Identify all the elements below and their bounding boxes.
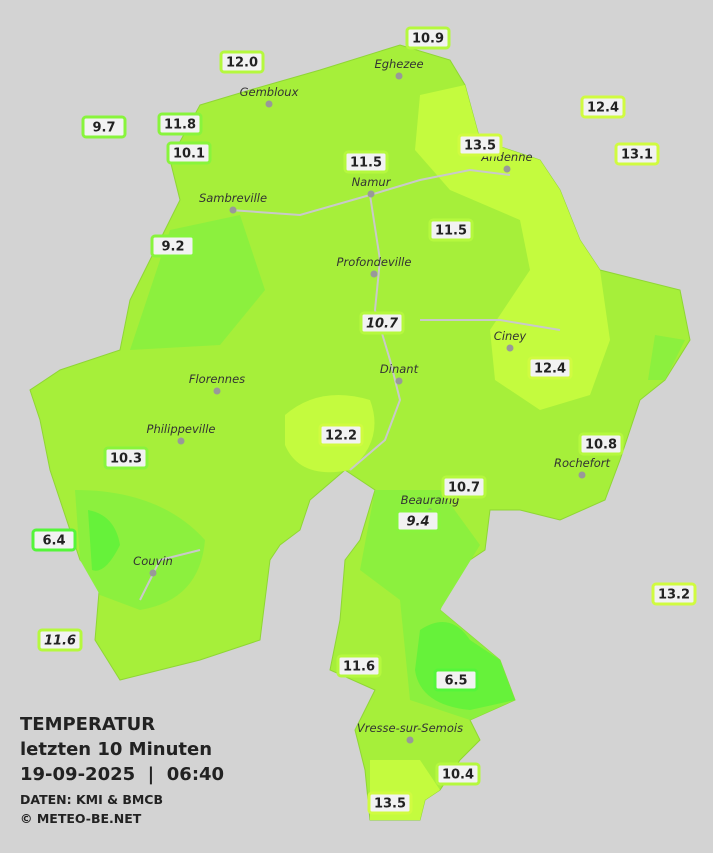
- station-value: 10.8: [585, 438, 617, 453]
- station-value: 10.4: [442, 768, 474, 783]
- station-value: 11.8: [164, 118, 196, 133]
- station-value: 9.4: [406, 515, 429, 530]
- city-dot: [506, 344, 514, 352]
- city-label: Eghezee: [374, 57, 423, 71]
- station-box: [578, 432, 624, 456]
- station-value: 10.7: [366, 317, 399, 332]
- city-dot: [229, 206, 237, 214]
- station-box: [614, 142, 660, 166]
- city-label: Sambreville: [199, 191, 267, 205]
- station-box: [219, 50, 265, 74]
- station-box: [367, 791, 413, 815]
- cold-zone: [88, 510, 120, 571]
- source: DATEN: KMI & BMCB: [20, 792, 163, 807]
- station-box: [150, 234, 196, 258]
- station-value: 10.9: [412, 32, 444, 47]
- city-dot: [395, 72, 403, 80]
- city-label: Namur: [352, 175, 392, 189]
- station-box: [441, 475, 487, 499]
- datetime: 19-09-2025 | 06:40: [20, 764, 224, 785]
- station-box: [580, 95, 626, 119]
- river: [139, 168, 561, 601]
- city-dot: [406, 736, 414, 744]
- station-box: [359, 311, 405, 335]
- credit: © METEO-BE.NET: [20, 811, 142, 826]
- station-box: [428, 218, 474, 242]
- station-value: 13.5: [374, 797, 406, 812]
- city-dot: [503, 165, 511, 173]
- station-value: 12.4: [587, 101, 619, 116]
- title: TEMPERATUR: [20, 714, 155, 735]
- station-value: 9.2: [161, 240, 184, 255]
- city-dot: [213, 387, 221, 395]
- cool-zone: [648, 335, 685, 380]
- station-value: 10.7: [448, 481, 480, 496]
- station-value: 9.7: [92, 121, 115, 136]
- station-box: [433, 668, 479, 692]
- station-box: [157, 112, 203, 136]
- station-box: [651, 582, 697, 606]
- station-value: 12.4: [534, 362, 566, 377]
- city-label: Ciney: [494, 329, 527, 343]
- station-box: [343, 150, 389, 174]
- station-box: [166, 141, 212, 165]
- city-dot: [367, 190, 375, 198]
- city-label: Gembloux: [240, 85, 299, 99]
- station-box: [457, 133, 503, 157]
- city-dot: [149, 569, 157, 577]
- station-box: [435, 762, 481, 786]
- station-value: 6.5: [444, 674, 467, 689]
- city-label: Dinant: [380, 362, 419, 376]
- city-dot: [395, 377, 403, 385]
- station-box: [31, 528, 77, 552]
- station-value: 10.1: [173, 147, 205, 162]
- subtitle: letzten 10 Minuten: [20, 739, 212, 760]
- city-label: Philippeville: [147, 422, 216, 436]
- station-value: 13.2: [658, 588, 690, 603]
- station-box: [103, 446, 149, 470]
- station-value: 12.2: [325, 429, 357, 444]
- city-dot: [265, 100, 273, 108]
- city-label: Rochefort: [554, 456, 611, 470]
- station-value: 11.6: [343, 660, 375, 675]
- station-value: 13.5: [464, 139, 496, 154]
- warm-zone: [415, 85, 610, 410]
- city-dot: [177, 437, 185, 445]
- station-box: [318, 423, 364, 447]
- city-label: Vresse-sur-Semois: [357, 721, 463, 735]
- station-value: 13.1: [621, 148, 653, 163]
- station-box: [527, 356, 573, 380]
- city-label: Couvin: [133, 554, 173, 568]
- station-value: 11.6: [44, 634, 76, 649]
- station-value: 6.4: [42, 534, 65, 549]
- station-box: [405, 26, 451, 50]
- station-value: 12.0: [226, 56, 258, 71]
- city-label: Profondeville: [337, 255, 412, 269]
- station-box: [395, 509, 441, 533]
- city-dot: [578, 471, 586, 479]
- city-label: Florennes: [189, 372, 245, 386]
- city-dot: [370, 270, 378, 278]
- station-value: 11.5: [435, 224, 467, 239]
- station-box: [37, 628, 83, 652]
- station-box: [336, 654, 382, 678]
- station-value: 10.3: [110, 452, 142, 467]
- station-box: [81, 115, 127, 139]
- station-value: 11.5: [350, 156, 382, 171]
